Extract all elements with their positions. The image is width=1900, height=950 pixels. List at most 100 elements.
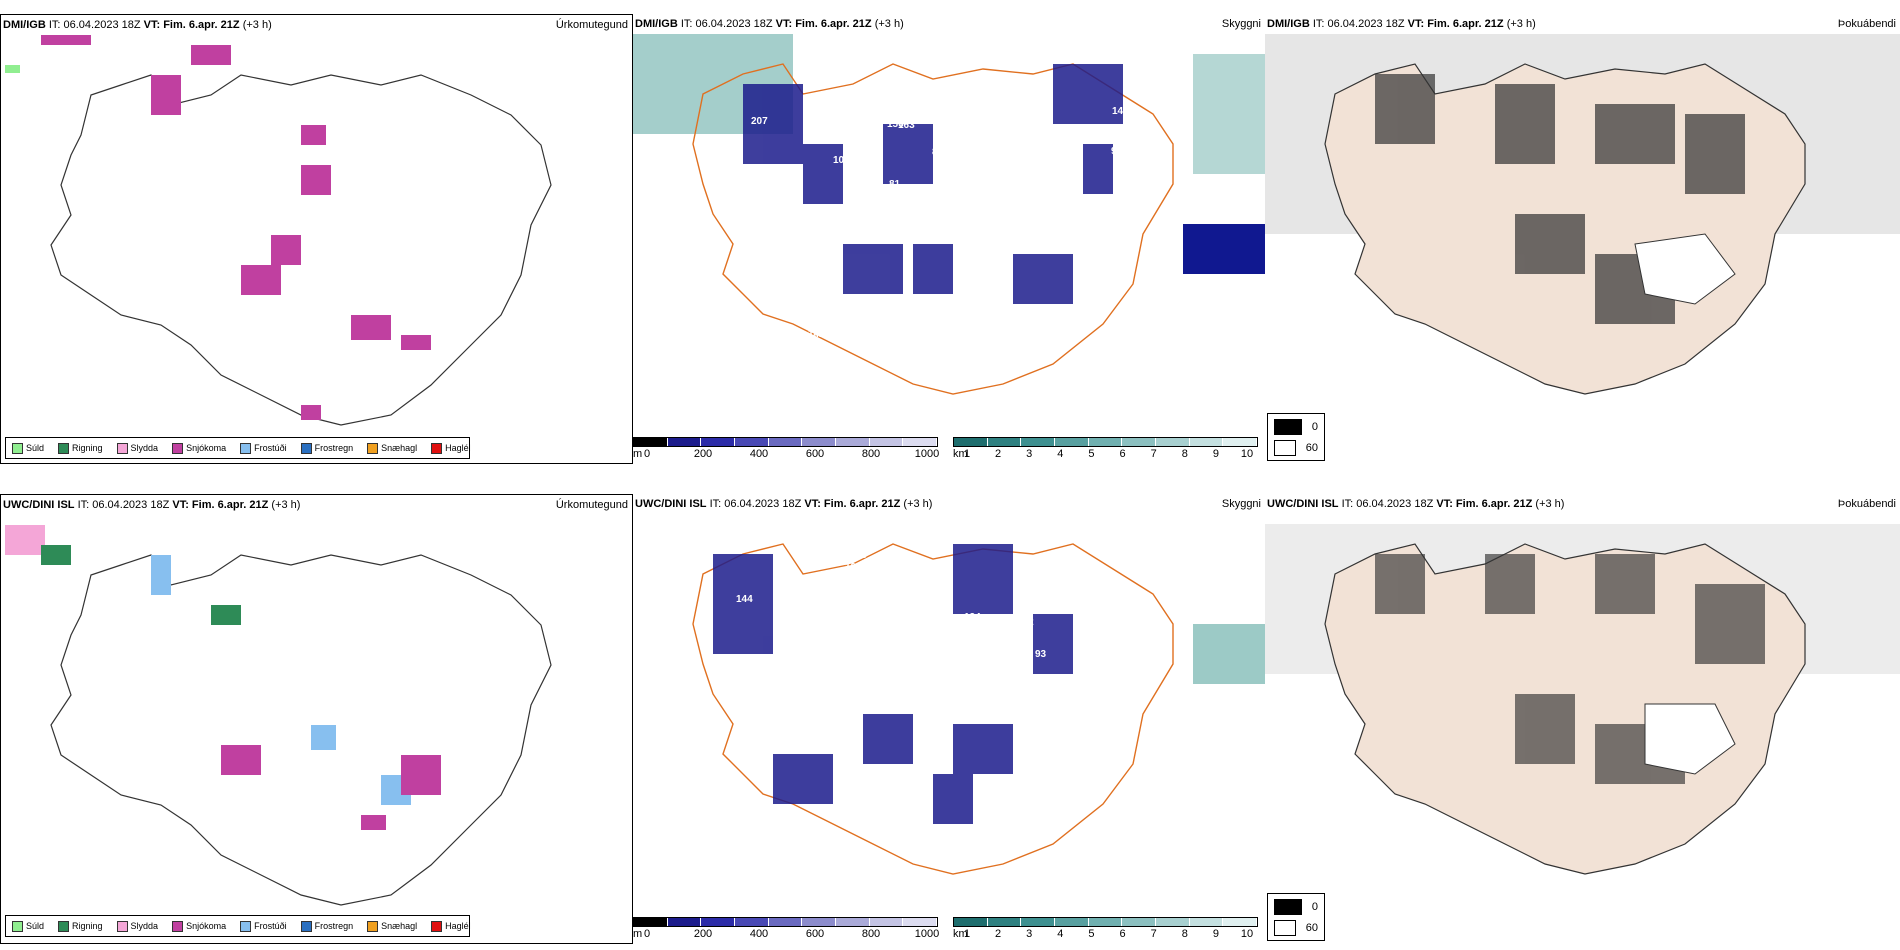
scale-unit: m — [633, 928, 643, 940]
cloud-base-label: 124 — [1146, 664, 1163, 675]
scale-tick-label: 0 — [643, 448, 651, 460]
scale-swatch — [667, 438, 702, 446]
legend-swatch — [58, 920, 70, 932]
cloud-base-label: 165 — [956, 168, 973, 179]
precip-legend: Súld Rigning Slydda Snjókoma Frostúði Fr… — [5, 437, 471, 459]
cloud-base-label: 22 — [1018, 90, 1030, 101]
scale-swatch — [869, 918, 904, 926]
scale-swatch — [1088, 918, 1123, 926]
iceland-outline — [50, 74, 552, 426]
legend-swatch — [12, 442, 23, 454]
fog-legend-label: 60 — [1305, 922, 1318, 934]
cloud-base-label: 163 — [898, 120, 915, 131]
scale-swatch — [954, 918, 988, 926]
product-label: Skyggni — [1221, 18, 1261, 30]
cloud-base-label: 140 — [1112, 106, 1129, 117]
visibility-colorbar — [953, 437, 1258, 447]
scale-tick-label: 10 — [1240, 928, 1254, 940]
cloud-base-label: 182 — [1017, 617, 1034, 628]
snow-areas — [41, 35, 431, 420]
cloud-base-label: 86 — [810, 274, 822, 285]
scale-swatch — [1156, 918, 1190, 926]
legend-label: Haglél — [445, 443, 471, 453]
cloud-base-label: 111 — [884, 195, 900, 206]
scale-tick-label: 8 — [1181, 448, 1188, 460]
panel-precip-type-dmi: DMI/IGB IT: 06.04.2023 18Z VT: Fim. 6.ap… — [0, 14, 633, 464]
scale-swatch — [634, 438, 668, 446]
legend-label: Slydda — [130, 921, 159, 931]
legend-label: Rigning — [72, 443, 103, 453]
cloud-base-label: 93 — [1035, 649, 1047, 660]
fog-map — [1265, 34, 1900, 395]
scale-tick-label: 2 — [995, 448, 1002, 460]
precip-type-map — [5, 525, 552, 906]
panel-fog-dmi: DMI/IGB IT: 06.04.2023 18Z VT: Fim. 6.ap… — [1265, 14, 1900, 464]
cloud-base-label: 142 — [808, 329, 825, 340]
legend-swatch — [58, 442, 70, 454]
cloud-base-label: 138 — [987, 133, 1004, 144]
cloud-base-label: 135 — [744, 180, 761, 191]
cloud-base-label: 107 — [967, 833, 984, 844]
scale-tick-label: 6 — [1119, 928, 1126, 940]
panel-header: DMI/IGB IT: 06.04.2023 18Z VT: Fim. 6.ap… — [635, 18, 904, 30]
cloud-base-label: 123 — [751, 820, 768, 831]
cloud-base-label: 78 — [1069, 332, 1081, 343]
fog-legend-label: 0 — [1311, 901, 1318, 913]
scale-tick-label: 6 — [1119, 448, 1126, 460]
legend-swatch — [367, 920, 379, 932]
cloud-base-label: 93 — [786, 166, 798, 177]
fog-map — [1265, 524, 1900, 875]
cloud-base-label: 77 — [949, 188, 961, 199]
cloud-base-label: 106 — [766, 337, 783, 348]
cloud-base-label: 82 — [758, 689, 770, 700]
scale-swatch — [634, 918, 668, 926]
legend-label: Haglél — [445, 921, 471, 931]
scale-tick-label: 3 — [1026, 448, 1033, 460]
low-cloud-areas — [743, 64, 1123, 304]
iceland-roads — [692, 63, 1174, 395]
scale-swatch — [1223, 438, 1258, 446]
cloud-base-label: 135 — [1020, 237, 1037, 248]
scale-tick-label: 3 — [1026, 928, 1033, 940]
panel-header: UWC/DINI ISL IT: 06.04.2023 18Z VT: Fim.… — [635, 498, 933, 510]
fog-swatch — [1274, 899, 1302, 915]
cloud-base-label: 35 — [1152, 171, 1164, 182]
scale-tick-label: 800 — [861, 448, 881, 460]
legend-label: Snæhagl — [381, 921, 418, 931]
panel-fog-uwc: UWC/DINI ISL IT: 06.04.2023 18Z VT: Fim.… — [1265, 494, 1900, 950]
scale-swatch — [802, 918, 837, 926]
scale-swatch — [1156, 438, 1190, 446]
scale-swatch — [1189, 918, 1224, 926]
scale-tick-label: 8 — [1181, 928, 1188, 940]
scale-swatch — [869, 438, 904, 446]
fog-legend-label: 0 — [1311, 421, 1318, 433]
cloud-base-label: 79 — [726, 320, 738, 331]
legend-label: Frostúði — [254, 443, 287, 453]
scale-tick-label: 200 — [693, 928, 713, 940]
scale-tick-label: 1000 — [914, 448, 940, 460]
legend-swatch — [367, 442, 379, 454]
cloud-base-colorbar — [633, 437, 938, 447]
scale-swatch — [836, 438, 870, 446]
cloud-base-label: 68 — [950, 715, 962, 726]
legend-label: Frostregn — [314, 921, 354, 931]
cloud-base-label: 111 — [1025, 241, 1041, 252]
fog-legend: 0 60 — [1267, 893, 1325, 941]
cloud-base-label: 117 — [806, 744, 823, 755]
cloud-base-label: 69 — [746, 282, 758, 293]
scale-swatch — [802, 438, 837, 446]
cloud-base-label: 95 — [935, 348, 947, 359]
legend-swatch — [116, 442, 128, 454]
scale-tick-label: 600 — [805, 928, 825, 940]
cloud-base-label: 85 — [738, 707, 750, 718]
scale-swatch — [1122, 438, 1157, 446]
scale-swatch — [836, 918, 870, 926]
scale-swatch — [735, 918, 769, 926]
scale-swatch — [954, 438, 988, 446]
cloud-base-label: 156 — [887, 119, 904, 130]
cloud-base-label: 96 — [1111, 146, 1123, 157]
cloud-base-label: 83 — [1140, 667, 1152, 678]
cloud-base-label: 126 — [807, 120, 824, 131]
cloud-base-label: 144 — [736, 594, 753, 605]
cloud-base-label: 69 — [1085, 128, 1097, 139]
